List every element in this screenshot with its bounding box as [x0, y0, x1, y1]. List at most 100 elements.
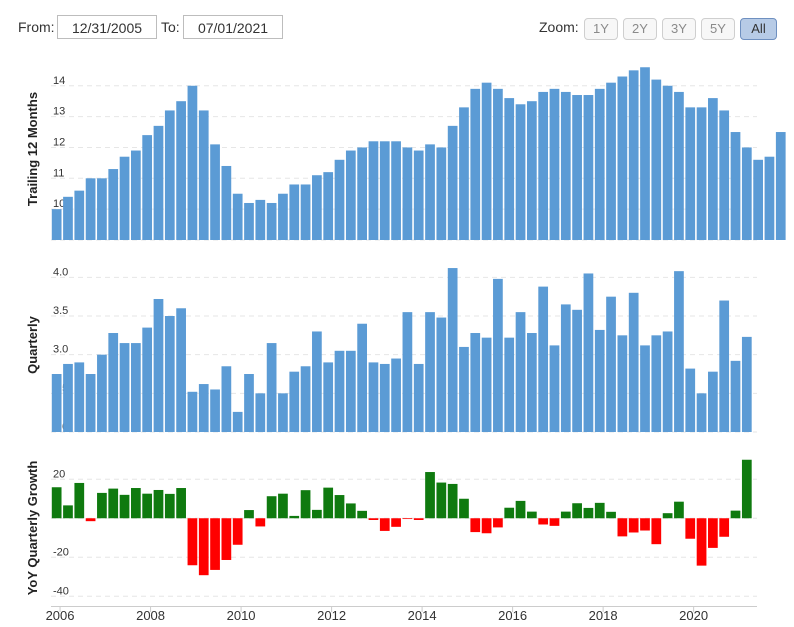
- bar[interactable]: [583, 95, 594, 241]
- bar[interactable]: [153, 125, 164, 240]
- bar[interactable]: [142, 135, 153, 240]
- bar[interactable]: [278, 193, 288, 240]
- bar[interactable]: [549, 518, 560, 526]
- bar[interactable]: [583, 507, 594, 519]
- bar[interactable]: [266, 343, 277, 432]
- bar[interactable]: [425, 312, 435, 432]
- bar[interactable]: [232, 411, 243, 432]
- bar[interactable]: [708, 98, 718, 240]
- bar[interactable]: [255, 518, 266, 527]
- from-date-input[interactable]: 12/31/2005: [57, 15, 157, 39]
- bar[interactable]: [312, 331, 322, 432]
- bar[interactable]: [391, 518, 401, 527]
- bar[interactable]: [379, 141, 390, 240]
- bar[interactable]: [176, 101, 186, 240]
- bar[interactable]: [662, 513, 673, 519]
- bar[interactable]: [312, 509, 322, 519]
- bar[interactable]: [142, 493, 153, 519]
- bar[interactable]: [436, 482, 447, 519]
- bar[interactable]: [674, 501, 684, 519]
- bar[interactable]: [232, 193, 243, 240]
- bar[interactable]: [459, 346, 469, 432]
- bar[interactable]: [176, 488, 186, 519]
- bar[interactable]: [470, 518, 481, 533]
- bar[interactable]: [640, 67, 650, 240]
- bar[interactable]: [198, 384, 209, 432]
- bar[interactable]: [685, 107, 696, 240]
- bar[interactable]: [583, 273, 594, 432]
- bar[interactable]: [470, 333, 481, 432]
- bar[interactable]: [628, 70, 639, 240]
- bar[interactable]: [51, 487, 62, 519]
- bar[interactable]: [719, 518, 730, 537]
- bar[interactable]: [289, 371, 300, 432]
- bar[interactable]: [345, 150, 356, 240]
- bar[interactable]: [108, 488, 119, 519]
- bar[interactable]: [300, 366, 311, 432]
- bar[interactable]: [459, 107, 469, 240]
- bar[interactable]: [402, 518, 413, 520]
- bar[interactable]: [187, 391, 198, 432]
- bar[interactable]: [391, 358, 401, 432]
- bar[interactable]: [63, 505, 73, 519]
- bar[interactable]: [741, 336, 752, 432]
- bar[interactable]: [572, 95, 582, 241]
- bar[interactable]: [696, 107, 707, 240]
- bar[interactable]: [719, 300, 730, 432]
- bar[interactable]: [51, 374, 62, 432]
- bar[interactable]: [74, 482, 85, 519]
- bar[interactable]: [379, 363, 390, 432]
- bar[interactable]: [266, 496, 277, 519]
- bar[interactable]: [97, 178, 107, 240]
- bar[interactable]: [481, 518, 492, 534]
- zoom-all-button[interactable]: All: [740, 18, 777, 40]
- bar[interactable]: [334, 495, 345, 519]
- bar[interactable]: [560, 511, 571, 519]
- bar[interactable]: [164, 316, 175, 432]
- bar[interactable]: [447, 268, 458, 432]
- bar[interactable]: [730, 360, 741, 432]
- bar[interactable]: [323, 487, 334, 519]
- bar[interactable]: [685, 368, 696, 432]
- bar[interactable]: [617, 518, 628, 537]
- bar[interactable]: [368, 518, 379, 520]
- bar[interactable]: [617, 76, 628, 240]
- bar[interactable]: [97, 354, 107, 432]
- bar[interactable]: [493, 518, 503, 528]
- bar[interactable]: [244, 202, 254, 240]
- bar[interactable]: [391, 141, 401, 240]
- bar[interactable]: [198, 110, 209, 240]
- bar[interactable]: [153, 298, 164, 432]
- bar[interactable]: [493, 88, 503, 240]
- bar[interactable]: [674, 271, 684, 432]
- bar[interactable]: [504, 98, 515, 240]
- bar[interactable]: [85, 518, 96, 522]
- bar[interactable]: [402, 147, 413, 240]
- bar[interactable]: [187, 85, 198, 240]
- bar[interactable]: [617, 335, 628, 432]
- zoom-2y-button[interactable]: 2Y: [623, 18, 657, 40]
- bar[interactable]: [538, 518, 549, 525]
- bar[interactable]: [413, 518, 424, 520]
- bar[interactable]: [775, 132, 786, 240]
- bar[interactable]: [221, 165, 232, 240]
- zoom-1y-button[interactable]: 1Y: [584, 18, 618, 40]
- bar[interactable]: [266, 202, 277, 240]
- bar[interactable]: [538, 91, 549, 241]
- bar[interactable]: [357, 510, 367, 519]
- bar[interactable]: [549, 345, 560, 432]
- bar[interactable]: [628, 292, 639, 432]
- bar[interactable]: [436, 317, 447, 432]
- bar[interactable]: [504, 507, 515, 519]
- bar[interactable]: [651, 79, 662, 240]
- bar[interactable]: [549, 88, 560, 240]
- bar[interactable]: [493, 278, 503, 432]
- bar[interactable]: [504, 337, 515, 432]
- bar[interactable]: [640, 518, 650, 531]
- bar[interactable]: [696, 393, 707, 432]
- bar[interactable]: [719, 110, 730, 240]
- bar[interactable]: [447, 125, 458, 240]
- bar[interactable]: [708, 371, 718, 432]
- bar[interactable]: [323, 172, 334, 240]
- bar[interactable]: [142, 327, 153, 432]
